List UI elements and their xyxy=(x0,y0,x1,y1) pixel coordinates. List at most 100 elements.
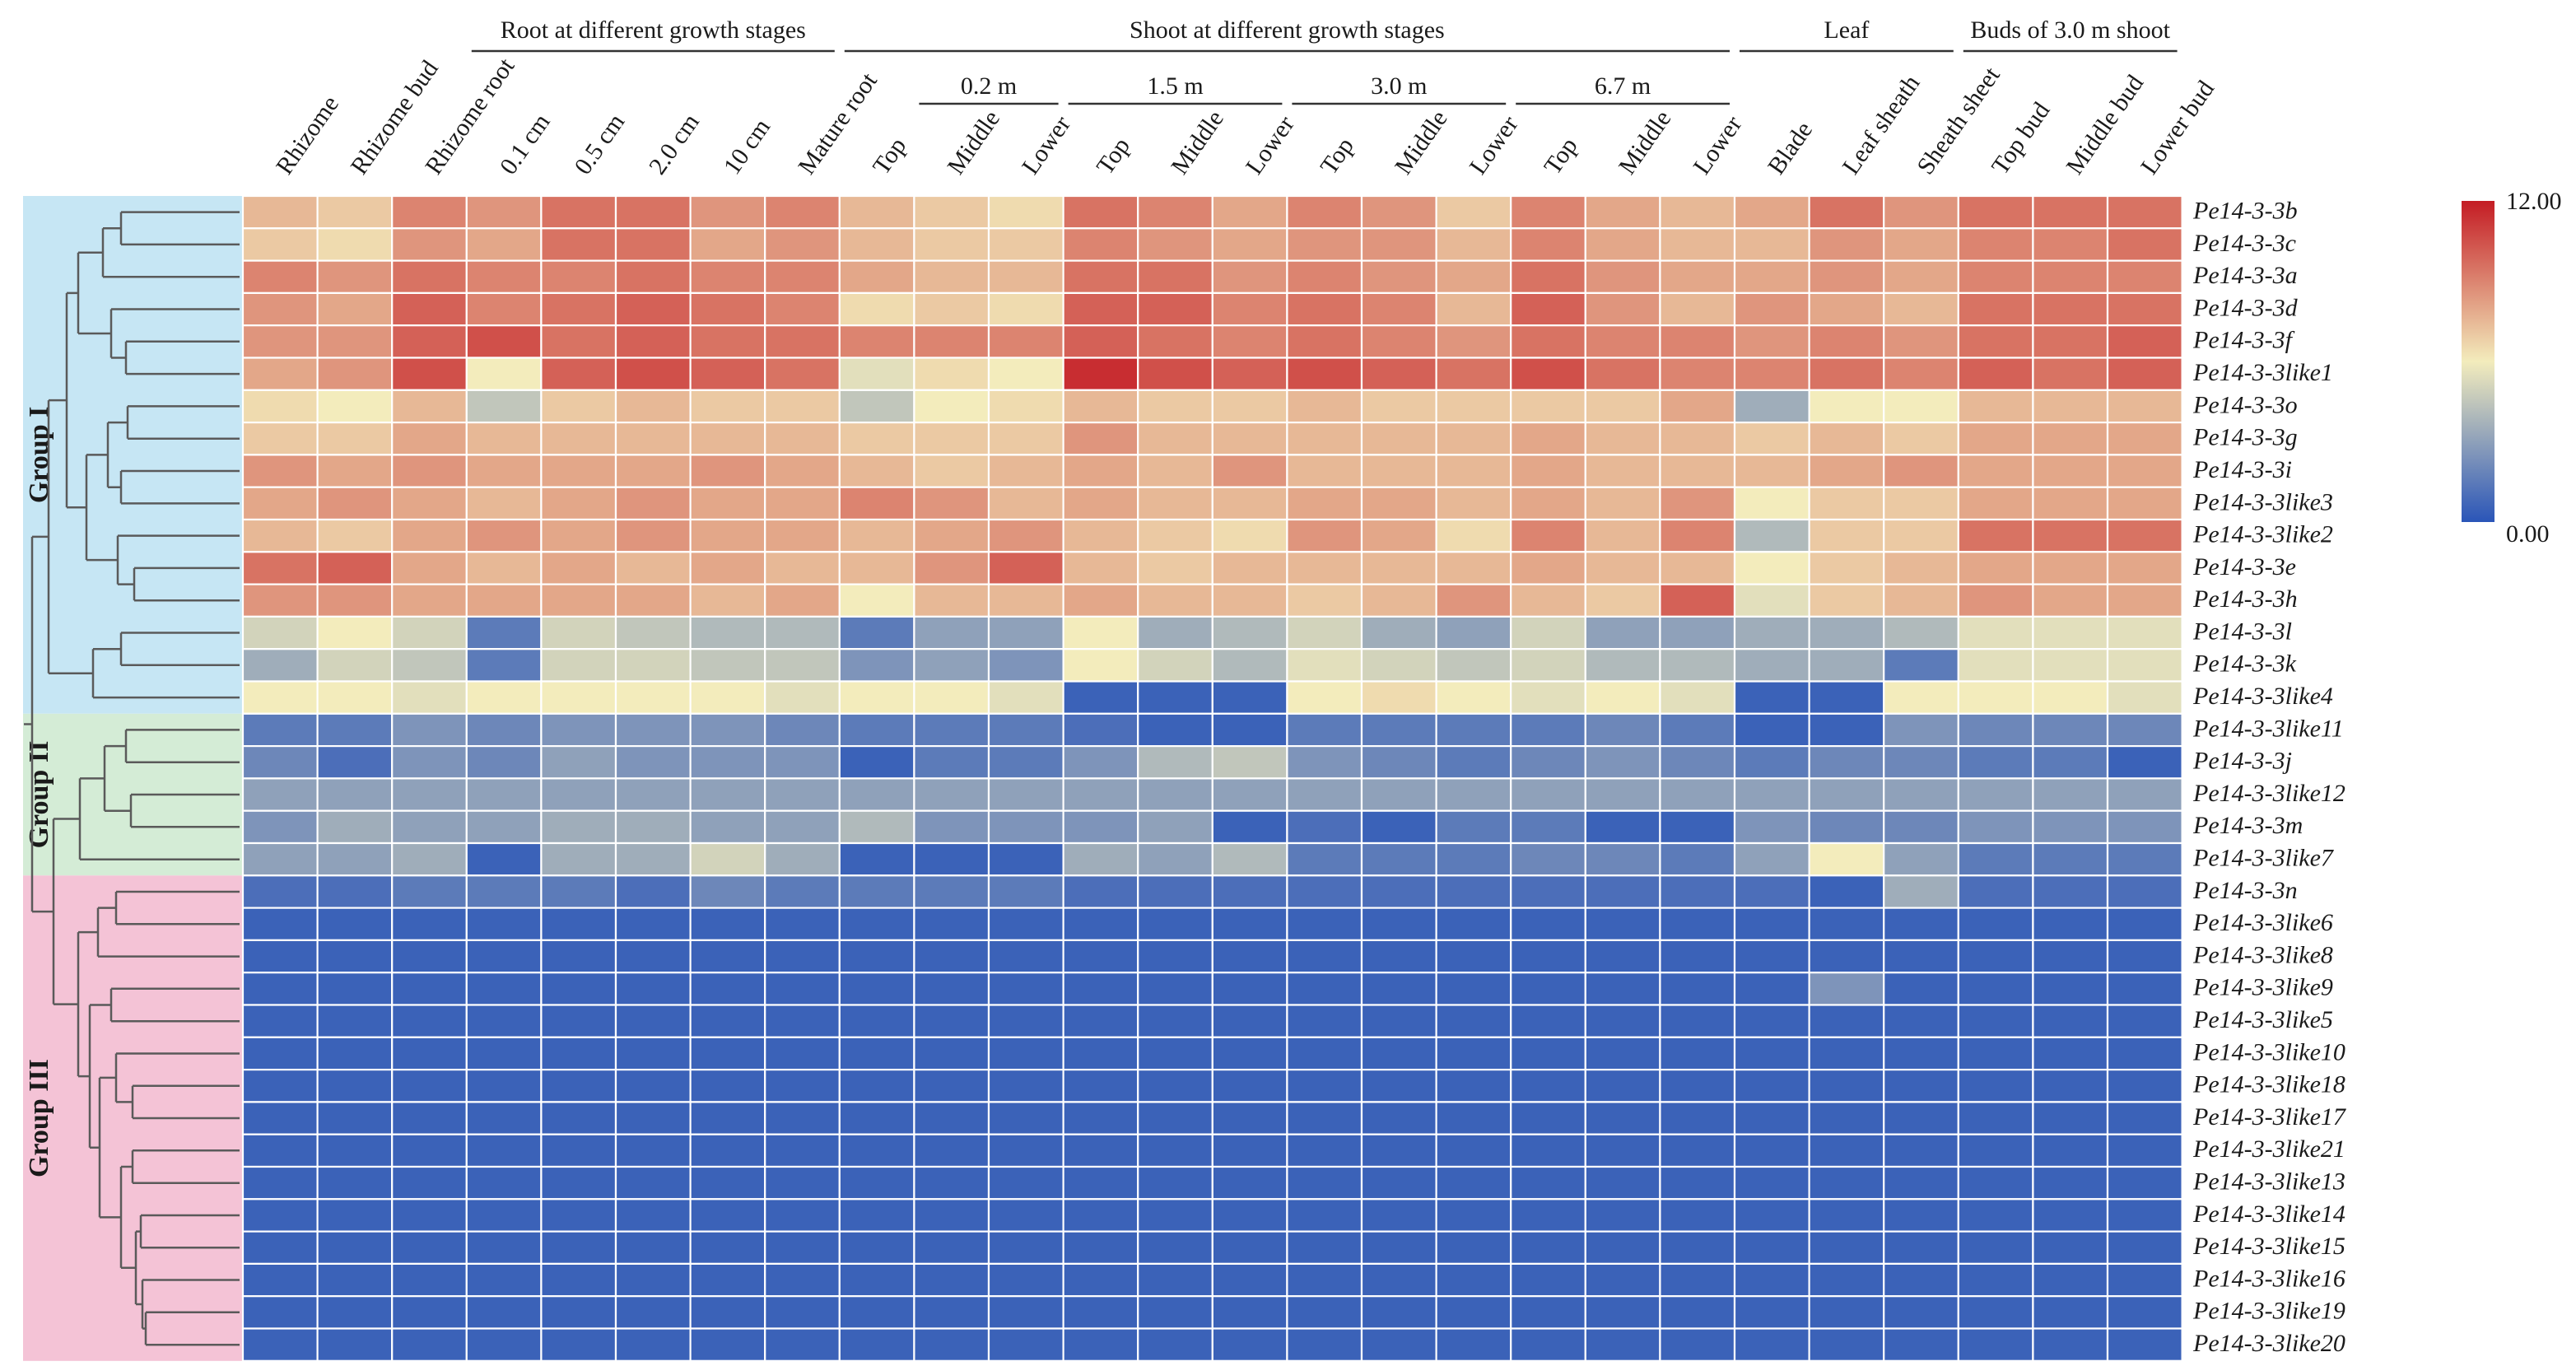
heatmap-cell xyxy=(241,972,319,1006)
heatmap-cell xyxy=(614,357,692,391)
heatmap-cell xyxy=(1659,1133,1736,1168)
heatmap-cell xyxy=(838,1198,915,1233)
row-dendrogram xyxy=(24,211,240,1346)
heatmap-cell xyxy=(614,291,692,327)
heatmap-cell xyxy=(241,551,319,585)
heatmap-cell xyxy=(1733,583,1810,618)
heatmap-cell xyxy=(1510,615,1586,650)
color-scale-bar xyxy=(2462,201,2494,522)
heatmap-cell xyxy=(241,1165,319,1200)
heatmap-cell xyxy=(1808,1004,1885,1038)
heatmap-cell xyxy=(316,291,394,327)
heatmap-cell xyxy=(913,744,990,780)
heatmap-cell xyxy=(465,486,543,521)
heatmap-cell xyxy=(838,551,915,585)
heatmap-cell xyxy=(689,551,766,585)
heatmap-cell xyxy=(1360,1198,1437,1233)
heatmap-cell xyxy=(1062,1198,1139,1233)
heatmap-cell xyxy=(1584,874,1661,909)
heatmap-cell xyxy=(1659,809,1736,845)
heatmap-cell xyxy=(1957,421,2034,456)
heatmap-cell xyxy=(1286,809,1363,845)
heatmap-cell xyxy=(1733,227,1810,262)
heatmap-cell xyxy=(241,227,319,262)
heatmap-cell xyxy=(1510,583,1586,618)
heatmap-cell xyxy=(2032,939,2109,974)
heatmap-cell xyxy=(465,1230,543,1265)
heatmap-cell xyxy=(2106,680,2183,715)
heatmap-cell xyxy=(2032,1295,2109,1330)
row-label: Pe14-3-3like5 xyxy=(2192,1006,2333,1033)
heatmap-cell xyxy=(1584,712,1661,748)
row-label: Pe14-3-3like18 xyxy=(2192,1071,2345,1098)
heatmap-cell xyxy=(1584,907,1661,941)
heatmap-cell xyxy=(391,648,468,683)
heatmap-cell xyxy=(1957,551,2034,585)
heatmap-cell xyxy=(689,1295,766,1330)
heatmap-cell xyxy=(1510,648,1586,683)
heatmap-cell xyxy=(913,1165,990,1200)
heatmap-cell xyxy=(1137,874,1213,909)
heatmap-cell xyxy=(764,486,841,521)
heatmap-cell xyxy=(1659,1295,1736,1330)
heatmap-cell xyxy=(391,1230,468,1265)
heatmap-cell xyxy=(1137,357,1213,391)
heatmap-cell xyxy=(1062,1101,1139,1135)
heatmap-cell xyxy=(1659,421,1736,456)
heatmap-cell xyxy=(2106,1165,2183,1200)
heatmap-cell xyxy=(1733,1133,1810,1168)
heatmap-cell xyxy=(1137,486,1213,521)
heatmap-cell xyxy=(764,227,841,262)
heatmap-cell xyxy=(1360,1004,1437,1038)
heatmap-cell xyxy=(1659,712,1736,748)
heatmap-cell xyxy=(1062,1133,1139,1168)
heatmap-cell xyxy=(913,227,990,262)
heatmap-cell xyxy=(241,324,319,359)
heatmap-cell xyxy=(913,615,990,650)
heatmap-cell xyxy=(764,1004,841,1038)
heatmap-cell xyxy=(1286,939,1363,974)
heatmap-cell xyxy=(1957,615,2034,650)
heatmap-cell xyxy=(1360,874,1437,909)
heatmap-cell xyxy=(1957,486,2034,521)
heatmap-cell xyxy=(1211,615,1288,650)
heatmap-cell xyxy=(540,357,617,391)
column-group-label: Leaf xyxy=(1824,16,1869,44)
heatmap-cell xyxy=(987,744,1064,780)
heatmap-cell xyxy=(241,421,319,456)
heatmap-cell xyxy=(913,939,990,974)
heatmap-cell xyxy=(1808,259,1885,295)
column-subgroup-label: 1.5 m xyxy=(1147,72,1203,100)
heatmap-cell xyxy=(764,1262,841,1298)
heatmap-cell xyxy=(540,744,617,780)
heatmap-cell xyxy=(2106,583,2183,618)
heatmap-cell xyxy=(2106,744,2183,780)
heatmap-cell xyxy=(465,324,543,359)
heatmap-cell xyxy=(465,259,543,295)
heatmap-cell xyxy=(391,486,468,521)
heatmap-cell xyxy=(1883,551,1959,585)
heatmap-cell xyxy=(1733,486,1810,521)
heatmap-cell xyxy=(465,1068,543,1103)
heatmap-cell xyxy=(987,1327,1064,1362)
heatmap-cell xyxy=(1808,421,1885,456)
heatmap-cell xyxy=(838,712,915,748)
heatmap-cell xyxy=(1435,421,1512,456)
heatmap-cell xyxy=(2106,454,2183,488)
heatmap-cell xyxy=(1883,324,1959,359)
heatmap-cell xyxy=(1808,680,1885,715)
heatmap-cell xyxy=(2106,1295,2183,1330)
heatmap-cell xyxy=(2032,1198,2109,1233)
row-label: Pe14-3-3d xyxy=(2192,294,2299,321)
heatmap-cell xyxy=(2032,583,2109,618)
heatmap-cell xyxy=(614,874,692,909)
heatmap-cell xyxy=(838,1230,915,1265)
heatmap-cell xyxy=(1883,421,1959,456)
heatmap-cell xyxy=(1584,1133,1661,1168)
heatmap-cell xyxy=(1808,291,1885,327)
heatmap-cell xyxy=(987,809,1064,845)
heatmap-cell xyxy=(1883,1036,1959,1071)
heatmap-cell xyxy=(1510,194,1586,230)
heatmap-cell xyxy=(1435,907,1512,941)
heatmap-cell xyxy=(1211,486,1288,521)
